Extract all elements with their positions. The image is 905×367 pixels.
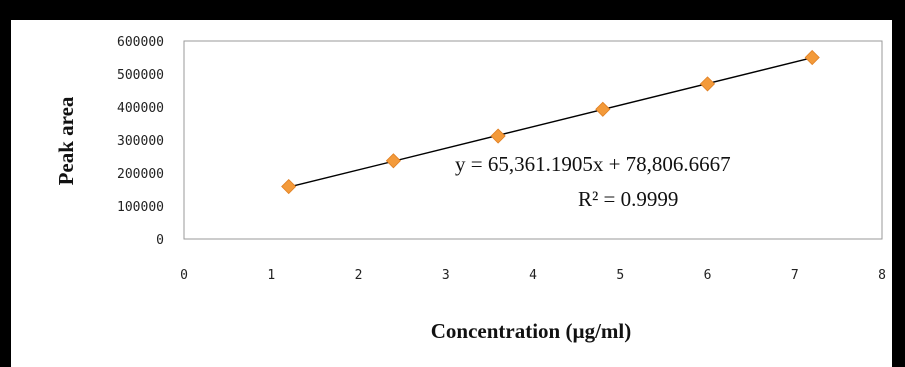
data-point xyxy=(490,128,506,144)
x-axis-ticks: 0 1 2 3 4 5 6 7 8 xyxy=(180,268,886,283)
trendline-layer xyxy=(288,57,813,188)
trendline-equation: y = 65,361.1905x + 78,806.6667 xyxy=(455,152,731,176)
chart-background xyxy=(11,20,892,367)
x-tick-label: 7 xyxy=(791,268,799,283)
r-squared-label: R² = 0.9999 xyxy=(578,187,678,211)
data-point xyxy=(281,178,297,195)
x-tick-label: 2 xyxy=(355,268,363,283)
x-tick-label: 0 xyxy=(180,268,188,283)
y-axis-title: Peak area xyxy=(54,96,78,185)
data-points xyxy=(281,49,820,195)
y-tick-label: 300000 xyxy=(117,134,164,149)
data-point xyxy=(804,49,820,66)
y-tick-label: 400000 xyxy=(117,101,164,116)
x-tick-label: 8 xyxy=(878,268,886,283)
y-tick-label: 500000 xyxy=(117,68,164,83)
data-point xyxy=(385,153,401,169)
y-tick-label: 100000 xyxy=(117,200,164,215)
x-tick-label: 5 xyxy=(616,268,624,283)
y-tick-label: 600000 xyxy=(117,35,164,50)
y-tick-label: 200000 xyxy=(117,167,164,182)
x-tick-label: 4 xyxy=(529,268,537,283)
x-tick-label: 1 xyxy=(267,268,275,283)
x-tick-label: 3 xyxy=(442,268,450,283)
plot-area xyxy=(183,40,883,240)
y-axis-ticks: 0 100000 200000 300000 400000 500000 600000 xyxy=(117,35,164,248)
data-point xyxy=(699,76,716,92)
x-axis-title: Concentration (µg/ml) xyxy=(431,319,631,343)
x-tick-label: 6 xyxy=(704,268,712,283)
y-tick-label: 0 xyxy=(156,233,164,248)
trendline xyxy=(288,57,813,188)
data-point xyxy=(595,101,611,117)
